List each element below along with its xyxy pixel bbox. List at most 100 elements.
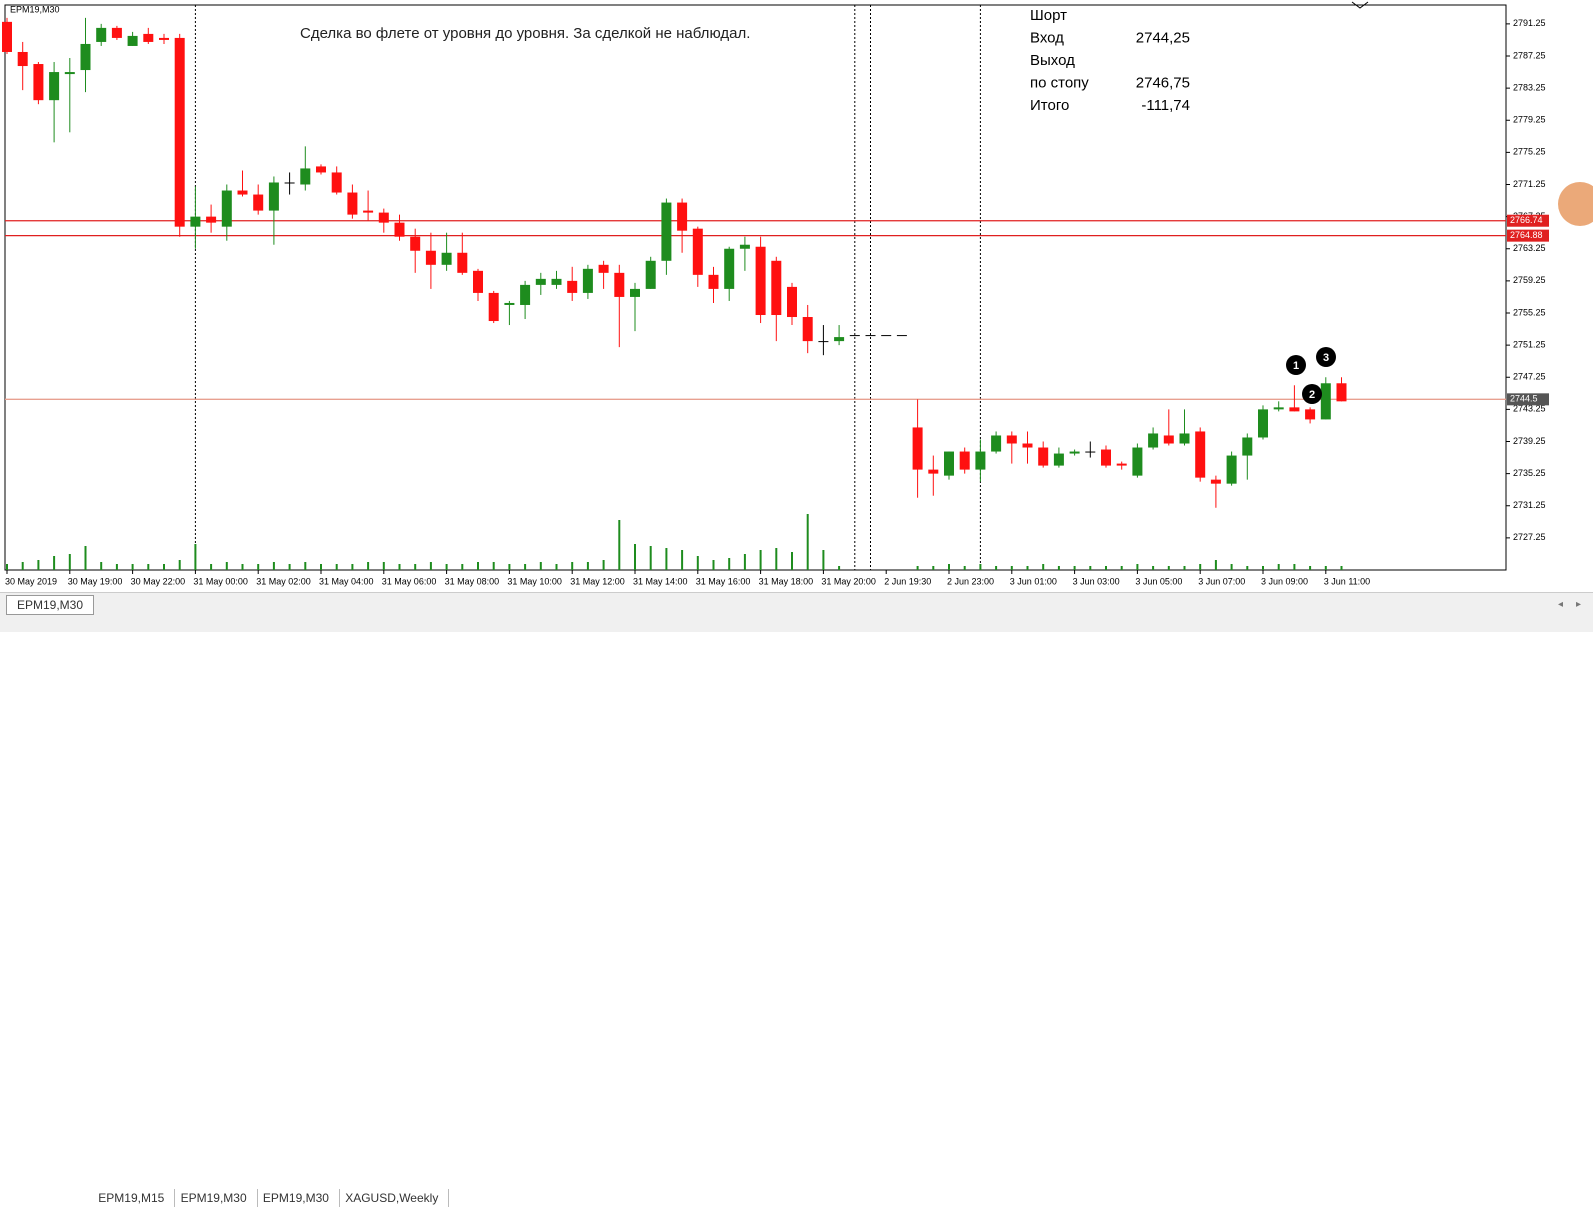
candle-body: [1242, 437, 1253, 456]
candle-body: [1289, 407, 1300, 412]
candle-body: [2, 21, 12, 52]
candle-body: [959, 451, 970, 470]
info-value: 2746,75: [1136, 74, 1190, 91]
info-label: Итого: [1030, 97, 1069, 114]
info-label: Шорт: [1030, 7, 1067, 24]
candle-body: [300, 168, 311, 185]
marker-badge: [1302, 384, 1322, 404]
scroll-right[interactable]: ▸: [1575, 599, 1581, 610]
candle-body: [159, 37, 169, 40]
candle-body: [928, 469, 939, 474]
candle-body: [881, 335, 892, 337]
y-tick-label: 2783.25: [1513, 82, 1546, 92]
x-tick-label: 2 Jun 19:30: [884, 576, 931, 586]
candle-body: [1132, 447, 1143, 476]
candle-body: [1195, 431, 1206, 478]
candle-body: [378, 212, 389, 223]
marker-badge: [1316, 347, 1336, 367]
candle-body: [268, 182, 279, 211]
candle-body: [771, 260, 782, 316]
candle-body: [1273, 407, 1284, 410]
x-tick-label: 3 Jun 11:00: [1324, 576, 1370, 586]
candle-body: [1320, 383, 1331, 420]
candle-body: [520, 284, 531, 305]
y-tick-label: 2747.25: [1513, 372, 1546, 382]
candle-body: [1179, 433, 1190, 444]
candle-body: [17, 51, 28, 67]
candle-body: [33, 64, 44, 101]
x-tick-label: 31 May 14:00: [633, 576, 688, 586]
candle-body: [1101, 449, 1111, 466]
chart-tab[interactable]: XAGUSD,Weekly: [335, 1189, 450, 1207]
candle-body: [912, 427, 923, 470]
annotation: Сделка во флете от уровня до уровня. За …: [300, 25, 750, 42]
trade-button[interactable]: [1558, 182, 1593, 226]
x-tick-label: 3 Jun 07:00: [1198, 576, 1245, 586]
candle-body: [802, 317, 813, 342]
y-tick-label: 2779.25: [1513, 115, 1546, 125]
x-tick-label: 31 May 06:00: [382, 576, 437, 586]
candle-body: [488, 292, 499, 322]
x-tick-label: 30 May 22:00: [131, 576, 186, 586]
x-tick-label: 30 May 2019: [5, 576, 57, 586]
y-tick-label: 2731.25: [1513, 500, 1546, 510]
candle-body: [818, 341, 829, 343]
price-label: 2744.5: [1510, 394, 1538, 404]
candle-body: [1116, 463, 1127, 466]
candle-body: [425, 250, 436, 265]
price-label-bg: [1507, 214, 1549, 227]
x-tick-label: 3 Jun 09:00: [1261, 576, 1308, 586]
candle-body: [598, 264, 609, 273]
y-tick-label: 2743.25: [1513, 404, 1546, 414]
y-tick-label: 2791.25: [1513, 18, 1546, 28]
chart: EPM19,M30 Сделка во флете от уровня до у…: [2, 1, 1593, 586]
candle-body: [111, 27, 122, 38]
chart-tab[interactable]: EPM19,M15: [88, 1189, 176, 1207]
candle-body: [316, 166, 326, 173]
candle-body: [1210, 479, 1221, 484]
candle-body: [661, 202, 672, 261]
chart-tab[interactable]: EPM19,M30: [6, 595, 95, 615]
marker-label: 3: [1323, 352, 1329, 364]
info-label: по стопу: [1030, 74, 1089, 91]
candle-body: [331, 172, 342, 193]
candle-body: [174, 37, 185, 227]
price-label-bg: [1507, 393, 1549, 406]
candle-body: [739, 244, 750, 249]
candle-body: [975, 451, 986, 470]
candle-body: [551, 278, 562, 285]
candle-body: [143, 33, 154, 42]
marker-label: 1: [1293, 360, 1299, 372]
x-tick-label: 3 Jun 03:00: [1073, 576, 1120, 586]
candle-body: [1069, 451, 1080, 454]
candle-body: [645, 260, 656, 289]
chart-tab[interactable]: EPM19,M30: [171, 1189, 258, 1207]
price-label-bg: [1507, 229, 1549, 242]
chart-tab[interactable]: EPM19,M30: [253, 1189, 340, 1207]
candle-body: [1163, 435, 1174, 444]
x-tick-label: 31 May 12:00: [570, 576, 625, 586]
y-tick-label: 2755.25: [1513, 307, 1546, 317]
marker-badge: [1286, 355, 1306, 375]
candle-body: [692, 228, 703, 275]
candle-body: [441, 252, 452, 265]
y-tick-label: 2759.25: [1513, 275, 1546, 285]
info-value: -111,74: [1141, 97, 1190, 114]
candle-body: [1085, 451, 1096, 453]
candle-body: [347, 192, 358, 215]
x-tick-label: 31 May 04:00: [319, 576, 374, 586]
scroll-icon: [1351, 1, 1369, 9]
candle-body: [1022, 443, 1033, 448]
x-tick-label: 3 Jun 01:00: [1010, 576, 1057, 586]
x-tick-label: 31 May 18:00: [759, 576, 814, 586]
candle-body: [1226, 455, 1237, 484]
y-tick-label: 2751.25: [1513, 339, 1546, 349]
candle-body: [473, 270, 483, 293]
price-label: 2764.88: [1510, 230, 1543, 240]
candle-body: [64, 72, 75, 75]
info-label: Вход: [1030, 29, 1064, 46]
scroll-left[interactable]: ◂: [1557, 599, 1563, 610]
candle-body: [944, 451, 954, 476]
candle-body: [1053, 453, 1064, 466]
x-tick-label: 31 May 02:00: [256, 576, 311, 586]
